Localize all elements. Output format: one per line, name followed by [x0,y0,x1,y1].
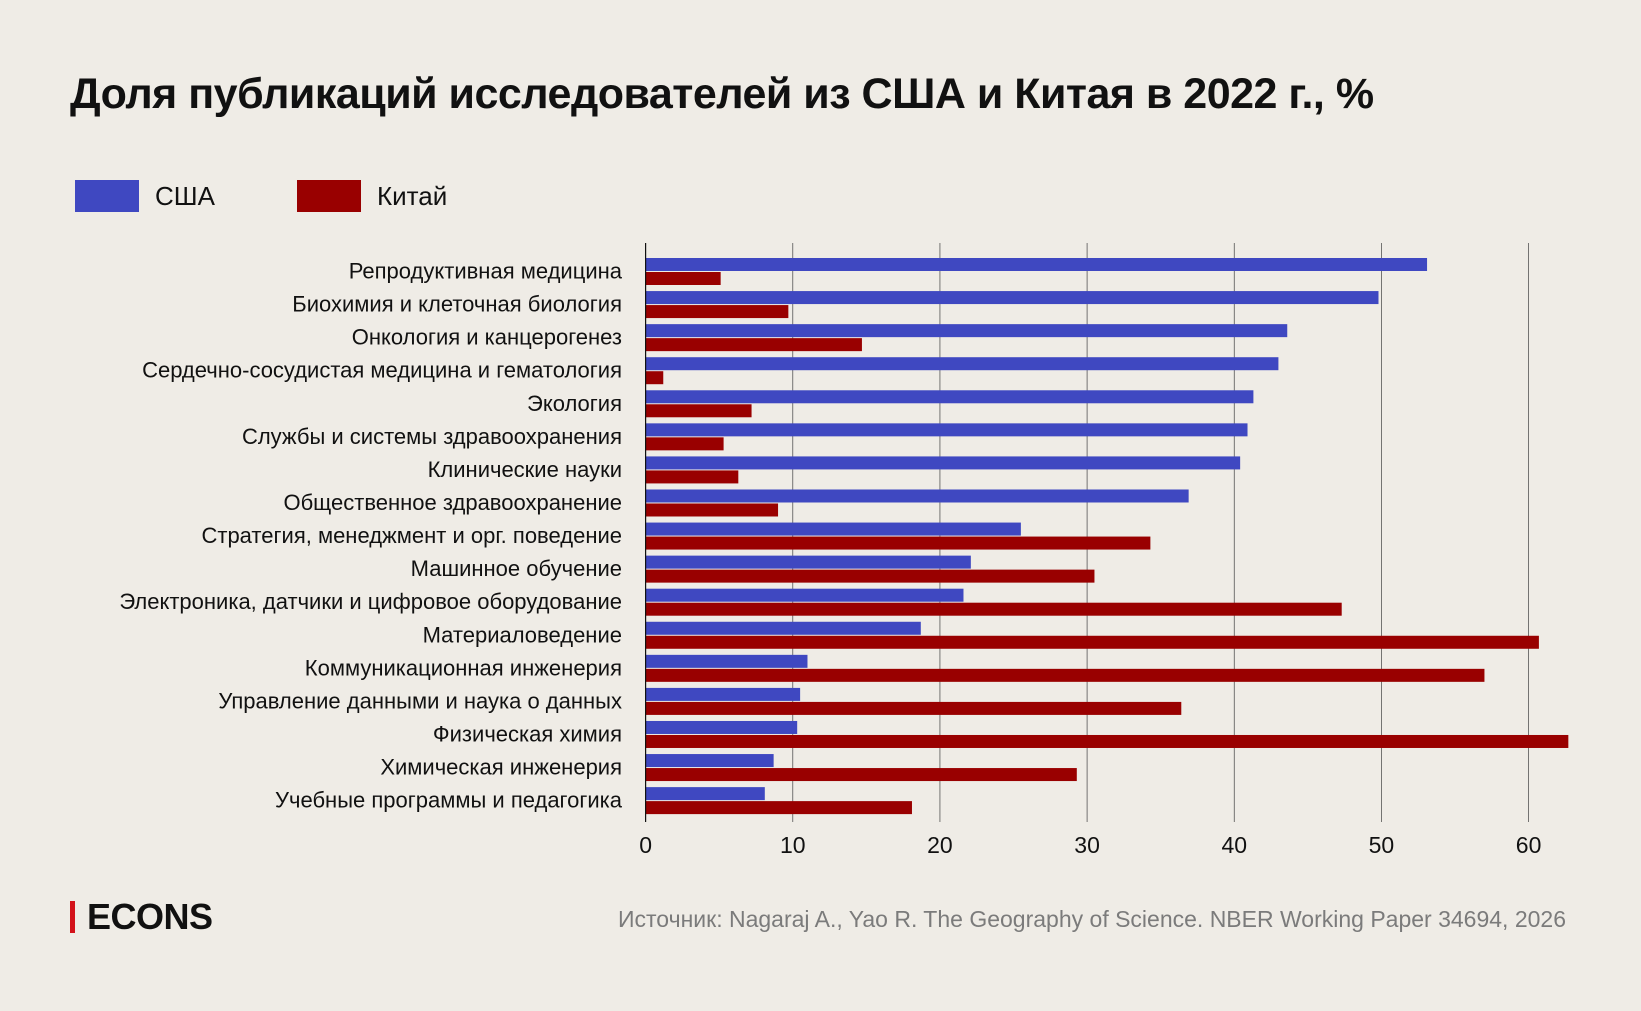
bar-usa [645,555,971,569]
legend-item-usa: США [75,180,215,212]
bar-china [645,734,1569,748]
category-label: Сердечно-сосудистая медицина и гематолог… [142,358,622,383]
x-tick-label: 20 [927,832,953,858]
category-label: Учебные программы и педагогика [275,788,623,813]
category-label: Электроника, датчики и цифровое оборудов… [119,589,622,614]
bar-china [645,701,1182,715]
category-label: Материаловедение [423,622,622,647]
bar-usa [645,456,1241,470]
x-tick-label: 60 [1516,832,1542,858]
bar-china [645,404,752,418]
bar-china [645,338,862,352]
x-tick-label: 30 [1074,832,1100,858]
bar-usa [645,687,801,701]
legend-item-china: Китай [296,180,448,212]
bar-china [645,305,789,319]
category-label: Экология [527,391,622,416]
legend: США Китай [75,180,529,212]
bar-usa [645,423,1248,437]
bar-china [645,503,779,517]
bar-usa [645,754,774,768]
bar-usa [645,621,921,635]
bar-china [645,602,1342,616]
bar-usa [645,588,964,602]
logo-bar [70,901,75,933]
legend-label-usa: США [155,180,215,211]
legend-swatch-china [296,180,361,212]
category-label: Химическая инженерия [380,755,622,780]
category-label: Стратегия, менеджмент и орг. поведение [201,523,622,548]
bar-china [645,768,1077,782]
logo-text: ECONS [87,896,213,937]
bar-china [645,569,1095,583]
bar-usa [645,390,1254,404]
bar-china [645,371,664,385]
econs-logo: ECONS [70,896,213,938]
category-label: Биохимия и клеточная биология [292,292,622,317]
legend-swatch-usa [75,180,139,212]
bar-china [645,470,739,484]
bar-usa [645,357,1279,371]
bar-usa [645,720,798,734]
category-label: Службы и системы здравоохранения [242,424,622,449]
bar-usa [645,258,1428,271]
bar-china [645,801,912,815]
legend-label-china: Китай [376,180,448,211]
bar-china [645,437,724,451]
bar-usa [645,654,808,668]
category-label: Машинное обучение [411,556,622,581]
bar-usa [645,787,765,801]
category-label: Коммуникационная инженерия [305,655,622,680]
bar-china [645,272,721,285]
category-label: Физическая химия [433,721,622,746]
x-tick-label: 0 [639,832,652,858]
x-tick-label: 40 [1221,832,1247,858]
bar-usa [645,489,1189,503]
category-label: Управление данными и наука о данных [218,688,622,713]
category-label: Клинические науки [428,457,622,482]
bar-china [645,536,1151,550]
chart-title: Доля публикаций исследователей из США и … [70,70,1374,118]
bar-china [645,635,1539,649]
category-label: Общественное здравоохранение [283,490,622,515]
bar-usa [645,522,1021,536]
x-tick-label: 10 [780,832,806,858]
bar-usa [645,324,1288,338]
x-tick-label: 50 [1369,832,1395,858]
category-label: Онкология и канцерогенез [352,325,622,350]
bar-china [645,668,1485,682]
source-note: Источник: Nagaraj A., Yao R. The Geograp… [618,906,1566,932]
bar-usa [645,291,1379,305]
category-label: Репродуктивная медицина [349,259,623,284]
